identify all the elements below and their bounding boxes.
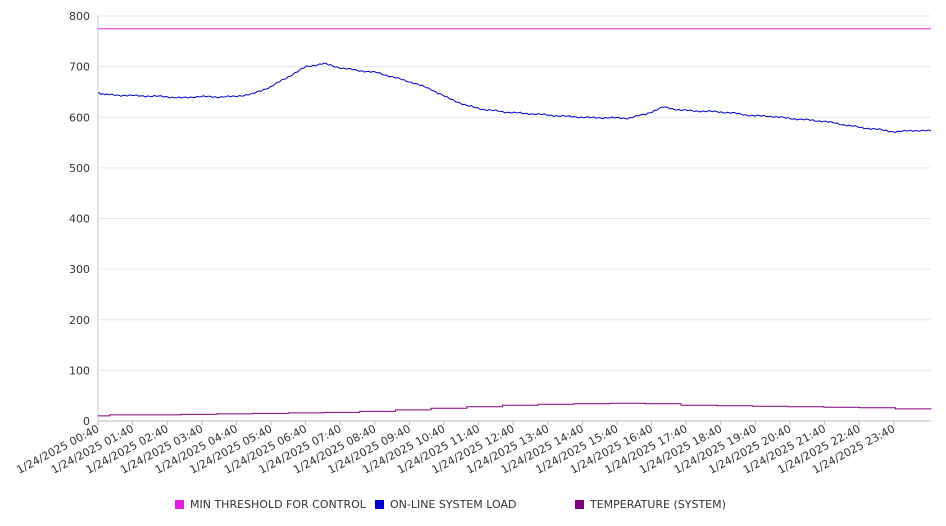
y-tick-label-400: 400 [69,213,90,226]
x-axis-ticks: 1/24/2025 00:401/24/2025 01:401/24/2025 … [14,421,897,477]
legend-item-min-threshold: MIN THRESHOLD FOR CONTROL [175,498,366,511]
y-tick-label-800: 800 [69,10,90,23]
legend-swatch-system-load [375,500,384,509]
series-line-on-line-system-load [97,62,932,134]
legend-item-temperature: TEMPERATURE (SYSTEM) [575,498,726,511]
legend-swatch-min-threshold [175,500,184,509]
y-tick-label-100: 100 [69,364,90,377]
y-tick-label-0: 0 [83,415,90,428]
y-tick-label-600: 600 [69,111,90,124]
gridlines [98,15,931,371]
y-tick-label-700: 700 [69,61,90,74]
y-axis-ticks: 0 100 200 300 400 500 600 700 800 [69,10,90,428]
legend-label-temperature: TEMPERATURE (SYSTEM) [590,498,726,511]
legend-label-min-threshold: MIN THRESHOLD FOR CONTROL [190,498,366,511]
legend: MIN THRESHOLD FOR CONTROL ON-LINE SYSTEM… [0,498,946,514]
series-line-temperature-system [98,402,932,417]
legend-swatch-temperature [575,500,584,509]
y-tick-label-200: 200 [69,314,90,327]
legend-label-system-load: ON-LINE SYSTEM LOAD [390,498,517,511]
y-tick-label-500: 500 [69,162,90,175]
series-lines [97,28,932,417]
legend-item-system-load: ON-LINE SYSTEM LOAD [375,498,516,511]
y-tick-label-300: 300 [69,263,90,276]
